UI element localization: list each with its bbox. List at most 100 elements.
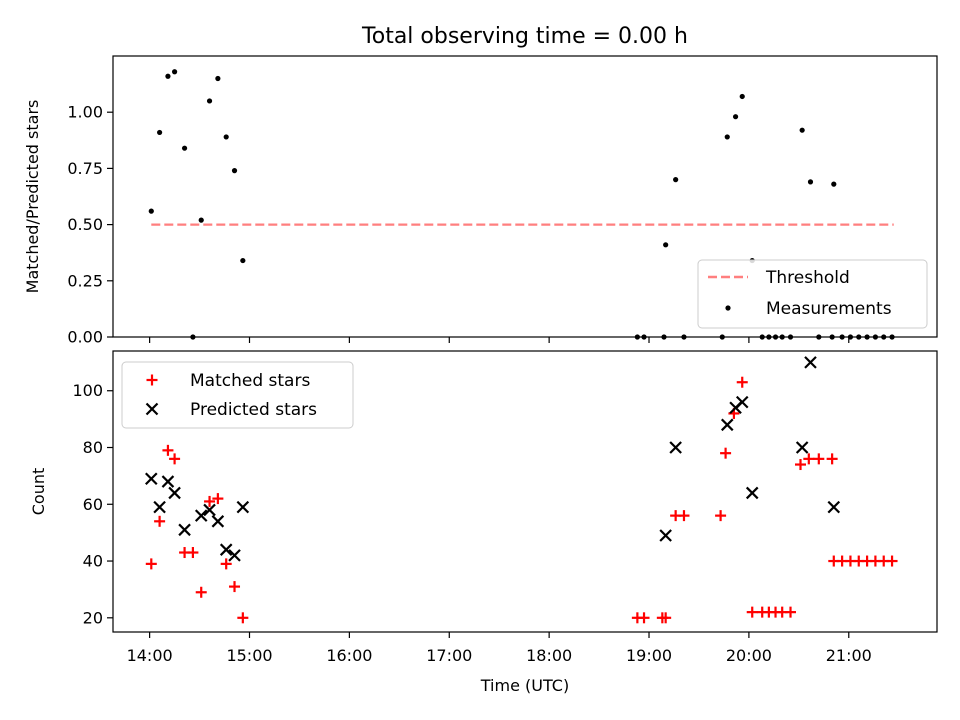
bottom-y-tick-label: 40: [83, 552, 103, 571]
bottom-x-ticks: 14:00 15:00 16:00 17:00 18:00 19:00 20:00 21:00: [127, 632, 872, 665]
top-x-ticks: [149, 337, 850, 343]
matched-legend-swatch: [146, 374, 158, 386]
matched-star-point: [736, 376, 748, 388]
threshold-legend-label: Threshold: [765, 268, 850, 288]
matched-star-point: [794, 459, 806, 471]
measurement-point: [732, 114, 739, 120]
matched-star-point: [204, 495, 216, 507]
measurement-point: [240, 257, 246, 264]
top-y-tick-label: 0.75: [67, 159, 103, 178]
top-y-ticks: 0.00 0.25 0.50 0.75 1.00: [67, 103, 113, 347]
top-legend: Threshold Measurements: [697, 259, 928, 329]
matched-star-point: [803, 453, 815, 465]
predicted-star-point: [228, 549, 241, 562]
predicted-star-point: [795, 441, 809, 454]
measurement-point: [198, 217, 204, 223]
top-y-axis-label: Matched/Predicted stars: [23, 100, 42, 294]
bottom-legend: Matched stars Predicted stars: [121, 361, 354, 429]
matched-star-point: [813, 453, 825, 465]
matched-star-point: [220, 558, 232, 570]
matched-star-point: [720, 447, 732, 459]
top-axes-frame: [112, 55, 938, 338]
measurement-point: [831, 181, 837, 187]
x-tick-label: 16:00: [326, 646, 372, 665]
measurement-point: [181, 145, 188, 151]
bottom-y-tick-label: 60: [83, 495, 103, 514]
matched-star-point: [715, 510, 727, 522]
bottom-y-tick-label: 20: [83, 608, 103, 627]
bottom-legend-box: [121, 361, 354, 429]
top-y-tick-label: 1.00: [67, 103, 103, 122]
matched-star-point: [638, 612, 650, 624]
x-tick-label: 15:00: [226, 646, 272, 665]
matched-legend-marker: [146, 374, 158, 386]
measurement-point: [206, 98, 213, 104]
top-y-tick-label: 0.50: [67, 215, 103, 234]
predicted-star-point: [178, 523, 191, 537]
predicted-star-point: [161, 475, 175, 488]
measurement-point: [799, 127, 805, 133]
matched-star-point: [195, 586, 207, 598]
predicted-star-point: [168, 486, 181, 500]
bottom-axes-frame: [112, 350, 938, 633]
bottom-y-axis-label: Count: [29, 468, 48, 516]
bottom-plot-marks: [145, 356, 898, 624]
matched-star-point: [162, 444, 174, 456]
bottom-y-ticks: 20 40 60 80 100: [72, 381, 113, 627]
measurement-point: [724, 134, 730, 140]
top-panel: Total observing time = 0.00 h Matched/Pr…: [23, 24, 938, 347]
measurement-point: [807, 179, 814, 185]
predicted-star-point: [659, 529, 672, 542]
measurements-legend-swatch: [725, 305, 731, 311]
x-tick-label: 17:00: [426, 646, 472, 665]
x-tick-label: 21:00: [826, 646, 872, 665]
predicted-star-point: [735, 395, 749, 409]
measurement-point: [223, 134, 229, 140]
predicted-star-point: [194, 509, 208, 522]
matched-star-point: [154, 515, 166, 527]
predicted-star-point: [745, 486, 759, 500]
matched-star-point: [886, 555, 898, 567]
predicted-legend-label: Predicted stars: [190, 400, 317, 420]
matched-star-point: [187, 547, 199, 559]
matched-star-point: [169, 453, 181, 465]
matched-star-point: [826, 453, 838, 465]
x-tick-label: 20:00: [726, 646, 772, 665]
bottom-y-tick-label: 100: [72, 381, 103, 400]
measurement-point: [663, 242, 669, 248]
predicted-star-point: [219, 543, 233, 556]
measurement-point: [171, 69, 178, 75]
x-tick-label: 18:00: [526, 646, 572, 665]
measurement-point: [165, 73, 171, 79]
measurement-point: [231, 168, 238, 174]
predicted-star-point: [827, 500, 841, 514]
x-axis-label: Time (UTC): [480, 676, 569, 695]
matched-star-point: [237, 612, 249, 624]
matched-star-point: [212, 493, 224, 505]
predicted-star-point: [203, 503, 216, 517]
predicted-star-point: [153, 500, 166, 514]
top-y-tick-label: 0.25: [67, 271, 103, 290]
x-tick-label: 14:00: [127, 646, 173, 665]
predicted-star-point: [669, 441, 682, 454]
measurement-point: [148, 208, 154, 214]
matched-legend-label: Matched stars: [190, 371, 310, 391]
measurement-point: [157, 129, 163, 136]
matched-star-point: [678, 510, 690, 522]
matched-star-point: [229, 581, 241, 593]
chart-title: Total observing time = 0.00 h: [361, 24, 688, 49]
matched-star-point: [660, 612, 672, 624]
top-y-tick-label: 0.00: [67, 328, 103, 347]
predicted-star-point: [236, 500, 250, 514]
matched-star-point: [785, 606, 797, 618]
top-legend-box: [697, 259, 928, 329]
measurements-legend-label: Measurements: [766, 299, 892, 319]
predicted-legend-swatch: [145, 402, 159, 416]
matched-star-point: [746, 606, 758, 618]
predicted-star-point: [804, 356, 817, 369]
predicted-star-point: [211, 515, 225, 528]
matched-star-point: [145, 558, 157, 570]
